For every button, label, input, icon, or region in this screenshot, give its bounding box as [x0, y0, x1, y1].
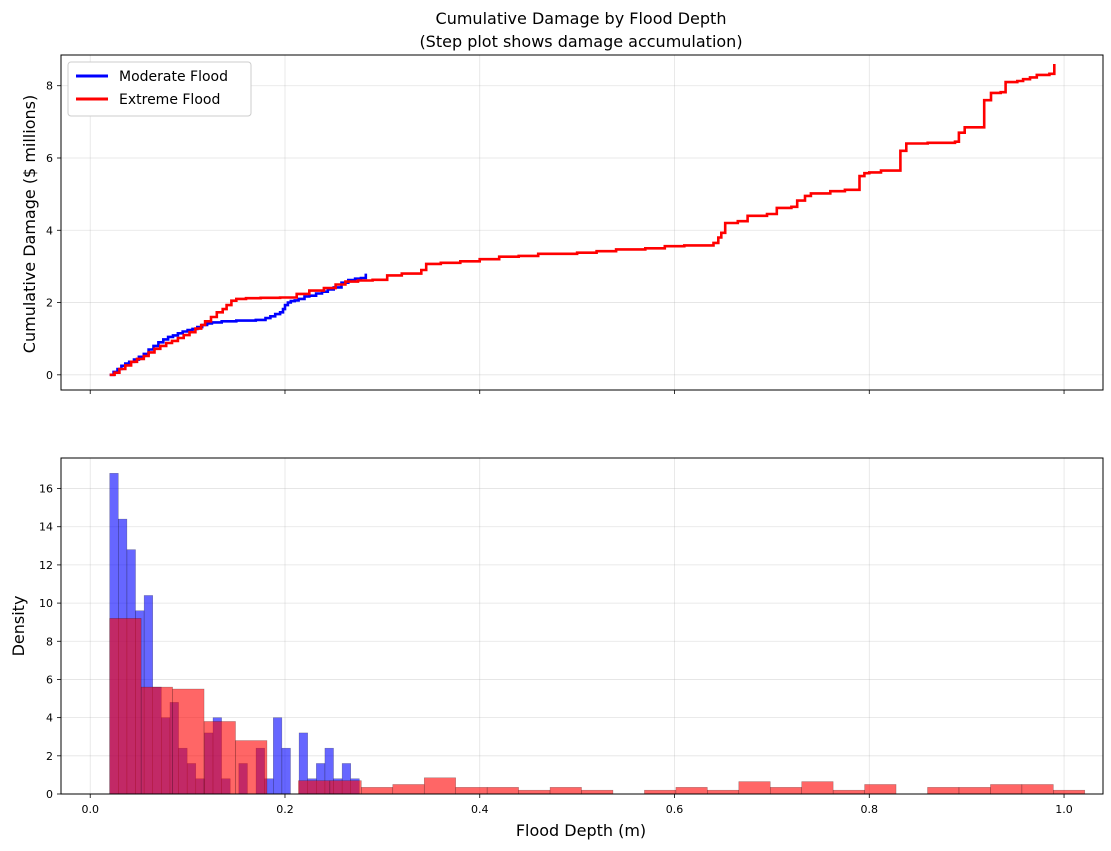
top-y-tick-label: 2: [46, 297, 53, 310]
bottom-y-tick-label: 0: [46, 788, 53, 801]
bottom-bars-layer: [109, 473, 1086, 795]
histogram-bar-extreme-flood: [455, 787, 488, 795]
top-y-axis-label: Cumulative Damage ($ millions): [20, 95, 39, 353]
histogram-bar-extreme-flood: [707, 789, 740, 795]
histogram-bar-extreme-flood: [298, 780, 331, 795]
histogram-bar-extreme-flood: [235, 740, 268, 795]
histogram-bar-extreme-flood: [549, 787, 582, 795]
bottom-y-tick-label: 16: [39, 483, 53, 496]
histogram-bar-extreme-flood: [832, 789, 865, 795]
bottom-x-tick-label: 1.0: [1055, 803, 1073, 816]
histogram-bar-extreme-flood: [361, 787, 394, 795]
histogram-bar-extreme-flood: [109, 618, 142, 795]
top-y-tick-label: 0: [46, 369, 53, 382]
histogram-bar-extreme-flood: [423, 777, 456, 795]
top-y-tick-label: 6: [46, 152, 53, 165]
bottom-ticks: 0.0 0.2 0.4 0.6 0.8 1.0 0 2 4 6 8 10 12 14 16: [39, 483, 1073, 816]
histogram-bar-extreme-flood: [581, 789, 614, 795]
series-line-extreme-flood: [109, 64, 1056, 377]
bottom-x-tick-label: 0.8: [861, 803, 879, 816]
histogram-bar-extreme-flood: [958, 787, 991, 795]
histogram-bar-extreme-flood: [927, 787, 960, 795]
bottom-y-axis-label: Density: [9, 596, 28, 657]
top-y-tick-label: 8: [46, 80, 53, 93]
histogram-bar-moderate-flood: [281, 747, 291, 795]
histogram-bar-extreme-flood: [1053, 789, 1086, 795]
legend-label-moderate: Moderate Flood: [119, 69, 228, 85]
bottom-plot-frame: [60, 457, 1104, 795]
histogram-bar-extreme-flood: [1021, 784, 1054, 795]
top-y-tick-label: 4: [46, 224, 53, 237]
histogram-bar-extreme-flood: [738, 781, 771, 795]
bottom-y-tick-label: 10: [39, 597, 53, 610]
histogram-bar-extreme-flood: [392, 784, 425, 795]
top-plot-frame: [60, 54, 1104, 391]
top-series-layer: [109, 64, 1056, 377]
chart-title-line-2: (Step plot shows damage accumulation): [419, 32, 742, 51]
bottom-x-axis-label: Flood Depth (m): [516, 821, 646, 840]
bottom-y-tick-label: 6: [46, 673, 53, 686]
histogram-bar-moderate-flood: [273, 717, 283, 795]
bottom-y-tick-label: 4: [46, 712, 53, 725]
histogram-bar-extreme-flood: [203, 721, 236, 795]
chart-title-line-1: Cumulative Damage by Flood Depth: [436, 9, 727, 28]
histogram-bar-extreme-flood: [486, 787, 519, 795]
legend: Moderate Flood Extreme Flood: [67, 61, 252, 117]
histogram-bar-extreme-flood: [675, 787, 708, 795]
bottom-y-tick-label: 2: [46, 750, 53, 763]
bottom-x-tick-label: 0.0: [81, 803, 99, 816]
histogram-bar-extreme-flood: [769, 787, 802, 795]
histogram-bar-extreme-flood: [329, 780, 362, 795]
histogram-bar-extreme-flood: [140, 686, 173, 795]
cumulative-damage-chart: Cumulative Damage by Flood Depth (Step p…: [20, 9, 1104, 394]
bottom-y-tick-label: 8: [46, 635, 53, 648]
histogram-bar-extreme-flood: [172, 688, 205, 795]
histogram-bar-extreme-flood: [990, 784, 1023, 795]
bottom-x-tick-label: 0.2: [276, 803, 294, 816]
histogram-bar-extreme-flood: [644, 789, 677, 795]
legend-label-extreme: Extreme Flood: [119, 92, 220, 108]
bottom-y-tick-label: 12: [39, 559, 53, 572]
legend-box: [67, 61, 252, 117]
bottom-y-tick-label: 14: [39, 521, 53, 534]
histogram-bar-extreme-flood: [864, 784, 897, 795]
bottom-x-tick-label: 0.4: [471, 803, 489, 816]
histogram-bar-extreme-flood: [518, 789, 551, 795]
bottom-x-tick-label: 0.6: [666, 803, 684, 816]
top-ticks: 0 2 4 6 8: [46, 80, 1065, 394]
histogram-bar-extreme-flood: [801, 781, 834, 795]
